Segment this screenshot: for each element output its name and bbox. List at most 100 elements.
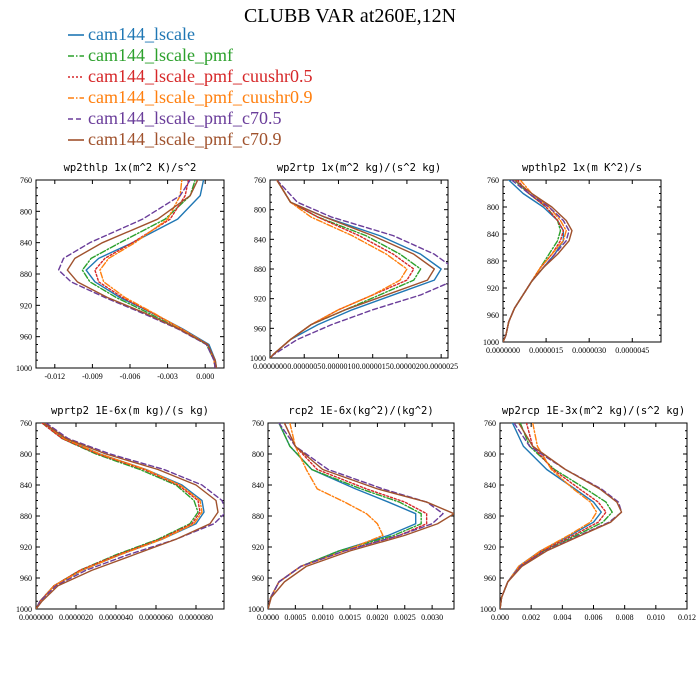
panel-title: wprtp2 1E-6x(m kg)/(s kg) bbox=[51, 405, 209, 417]
y-tick-label: 920 bbox=[20, 301, 32, 310]
x-tick-label: 0.0025 bbox=[394, 613, 416, 622]
y-tick-label: 760 bbox=[254, 176, 266, 185]
panel-4: wprtp2 1E-6x(m kg)/(s kg) 760 800 840 880 920… bbox=[16, 405, 225, 622]
y-tick-label: 840 bbox=[254, 235, 266, 244]
x-tick-label: 0.0000040 bbox=[99, 613, 133, 622]
series-line bbox=[503, 180, 573, 342]
series-line bbox=[66, 180, 218, 368]
panel-title: wp2rcp 1E-3x(m^2 kg)/(s^2 kg) bbox=[502, 405, 685, 417]
series-line bbox=[36, 423, 201, 609]
x-tick-label: 0.0000000 bbox=[486, 346, 520, 355]
y-tick-label: 960 bbox=[252, 574, 264, 583]
panel-title: wpthlp2 1x(m K^2)/s bbox=[522, 162, 642, 174]
x-tick-label: 0.0000020 bbox=[59, 613, 93, 622]
series-line bbox=[270, 180, 422, 358]
x-tick-label: 0.002 bbox=[522, 613, 540, 622]
panels: wp2thlp 1x(m^2 K)/s^2 760 800 840 880 920 960 1… bbox=[16, 162, 696, 622]
legend-entry: cam144_lscale_pmf_c70.9 bbox=[88, 129, 281, 149]
y-tick-label: 1000 bbox=[480, 605, 496, 614]
y-tick-label: 1000 bbox=[248, 605, 264, 614]
series-line bbox=[270, 180, 408, 358]
x-tick-label: 0.0000010 bbox=[321, 362, 355, 371]
x-tick-label: 0.008 bbox=[616, 613, 634, 622]
y-tick-label: 960 bbox=[484, 574, 496, 583]
y-tick-label: 1000 bbox=[16, 605, 32, 614]
y-tick-label: 960 bbox=[487, 311, 499, 320]
x-tick-label: 0.0000015 bbox=[529, 346, 563, 355]
y-tick-label: 800 bbox=[20, 207, 32, 216]
x-tick-label: 0.0000000 bbox=[253, 362, 287, 371]
y-tick-label: 840 bbox=[20, 239, 32, 248]
x-tick-label: -0.012 bbox=[44, 372, 65, 381]
series-line bbox=[270, 180, 442, 358]
y-tick-label: 880 bbox=[20, 512, 32, 521]
legend-entry: cam144_lscale_pmf_cuushr0.9 bbox=[88, 87, 312, 107]
figure-title: CLUBB VAR at260E,12N bbox=[244, 5, 456, 27]
x-tick-label: 0.0000005 bbox=[287, 362, 321, 371]
series-line bbox=[500, 423, 613, 609]
series-line bbox=[36, 423, 219, 609]
legend-entry: cam144_lscale_pmf_c70.5 bbox=[88, 108, 281, 128]
series-line bbox=[503, 180, 567, 342]
x-tick-label: 0.0005 bbox=[284, 613, 306, 622]
y-tick-label: 760 bbox=[484, 419, 496, 428]
series-line bbox=[268, 423, 444, 609]
panel-2: wp2rtp 1x(m^2 kg)/(s^2 kg) 760 800 840 880 92… bbox=[250, 162, 458, 371]
x-tick-label: 0.006 bbox=[585, 613, 603, 622]
legend-entry: cam144_lscale bbox=[88, 24, 195, 44]
y-tick-label: 880 bbox=[254, 265, 266, 274]
y-tick-label: 880 bbox=[487, 257, 499, 266]
x-tick-label: -0.006 bbox=[120, 372, 141, 381]
series-line bbox=[36, 423, 203, 609]
x-tick-label: 0.010 bbox=[647, 613, 665, 622]
series-line bbox=[500, 423, 598, 609]
x-tick-label: 0.0000 bbox=[257, 613, 279, 622]
y-tick-label: 960 bbox=[254, 324, 266, 333]
series-line bbox=[500, 423, 607, 609]
series-line bbox=[500, 423, 623, 609]
x-tick-label: 0.000 bbox=[491, 613, 509, 622]
x-tick-label: 0.0000020 bbox=[390, 362, 424, 371]
y-tick-label: 920 bbox=[252, 543, 264, 552]
y-tick-label: 920 bbox=[487, 284, 499, 293]
y-tick-label: 920 bbox=[484, 543, 496, 552]
legend-entry: cam144_lscale_pmf_cuushr0.5 bbox=[88, 66, 312, 86]
y-tick-label: 920 bbox=[254, 295, 266, 304]
y-tick-label: 1000 bbox=[250, 354, 266, 363]
y-tick-label: 800 bbox=[254, 206, 266, 215]
y-tick-label: 760 bbox=[252, 419, 264, 428]
x-tick-label: 0.0015 bbox=[339, 613, 361, 622]
panel-5: rcp2 1E-6x(kg^2)/(kg^2) 760 800 840 880 920 96… bbox=[248, 405, 455, 622]
x-tick-label: 0.0000000 bbox=[19, 613, 53, 622]
legend-entry: cam144_lscale_pmf bbox=[88, 45, 233, 65]
legend: cam144_lscalecam144_lscale_pmfcam144_lsc… bbox=[68, 24, 312, 149]
y-tick-label: 800 bbox=[252, 450, 264, 459]
x-tick-label: 0.0000045 bbox=[615, 346, 649, 355]
x-tick-label: 0.0000060 bbox=[139, 613, 173, 622]
x-tick-label: -0.009 bbox=[82, 372, 103, 381]
x-tick-label: 0.0010 bbox=[312, 613, 334, 622]
y-tick-label: 1000 bbox=[483, 338, 499, 347]
series-line bbox=[270, 180, 448, 358]
y-tick-label: 840 bbox=[487, 230, 499, 239]
y-tick-label: 760 bbox=[20, 419, 32, 428]
y-tick-label: 880 bbox=[484, 512, 496, 521]
x-tick-label: 0.0000015 bbox=[356, 362, 390, 371]
series-line bbox=[503, 180, 562, 342]
series-line bbox=[270, 180, 415, 358]
y-tick-label: 760 bbox=[20, 176, 32, 185]
x-tick-label: 0.0000025 bbox=[424, 362, 458, 371]
x-tick-label: 0.0000080 bbox=[179, 613, 213, 622]
y-tick-label: 800 bbox=[487, 203, 499, 212]
panel-title: rcp2 1E-6x(kg^2)/(kg^2) bbox=[288, 405, 433, 417]
series-line bbox=[85, 180, 218, 368]
y-tick-label: 760 bbox=[487, 176, 499, 185]
y-tick-label: 1000 bbox=[16, 364, 32, 373]
series-line bbox=[36, 423, 199, 609]
x-tick-label: 0.004 bbox=[553, 613, 571, 622]
panel-title: wp2thlp 1x(m^2 K)/s^2 bbox=[64, 162, 197, 174]
plot-frame bbox=[502, 179, 662, 343]
y-tick-label: 840 bbox=[484, 481, 496, 490]
y-tick-label: 960 bbox=[20, 333, 32, 342]
